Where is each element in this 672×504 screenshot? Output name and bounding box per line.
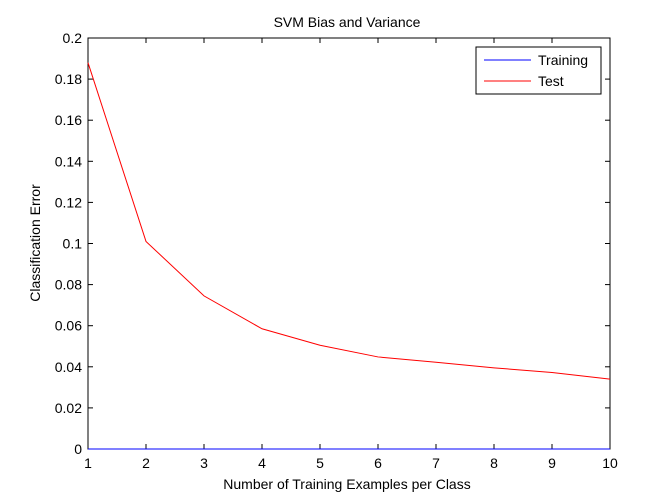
y-tick-label: 0.08 [55,277,82,293]
y-axis-label: Classification Error [27,184,43,302]
y-tick-label: 0 [74,441,82,457]
series-line-test [87,62,611,380]
y-tick-label: 0.2 [63,30,83,46]
x-axis-label: Number of Training Examples per Class [223,476,470,492]
series-layer [87,62,611,450]
y-tick-label: 0.04 [55,359,82,375]
x-tick-label: 1 [84,455,92,471]
y-tick-label: 0.1 [63,236,83,252]
x-tick-label: 4 [258,455,266,471]
x-tick-label: 5 [316,455,324,471]
plot-area [87,37,611,450]
y-tick-label: 0.18 [55,71,82,87]
legend-label-training: Training [538,52,588,68]
x-tick-label: 7 [432,455,440,471]
y-tick-label: 0.16 [55,112,82,128]
y-axis-ticks: 0 0.02 0.04 0.06 0.08 0.1 0.12 0.14 0.16 0.18 0.2 [55,30,610,457]
x-tick-label: 8 [490,455,498,471]
y-tick-label: 0.14 [55,153,82,169]
legend: Training Test [475,46,602,95]
x-tick-label: 9 [548,455,556,471]
x-tick-label: 3 [200,455,208,471]
x-tick-label: 6 [374,455,382,471]
legend-box [475,46,602,95]
x-axis-ticks: 1 2 3 4 5 6 7 8 9 10 [84,38,618,471]
y-tick-label: 0.02 [55,400,82,416]
x-tick-label: 2 [142,455,150,471]
legend-label-test: Test [538,73,564,89]
chart-title: SVM Bias and Variance [274,14,421,30]
y-tick-label: 0.12 [55,194,82,210]
x-tick-label: 10 [602,455,618,471]
y-tick-label: 0.06 [55,318,82,334]
